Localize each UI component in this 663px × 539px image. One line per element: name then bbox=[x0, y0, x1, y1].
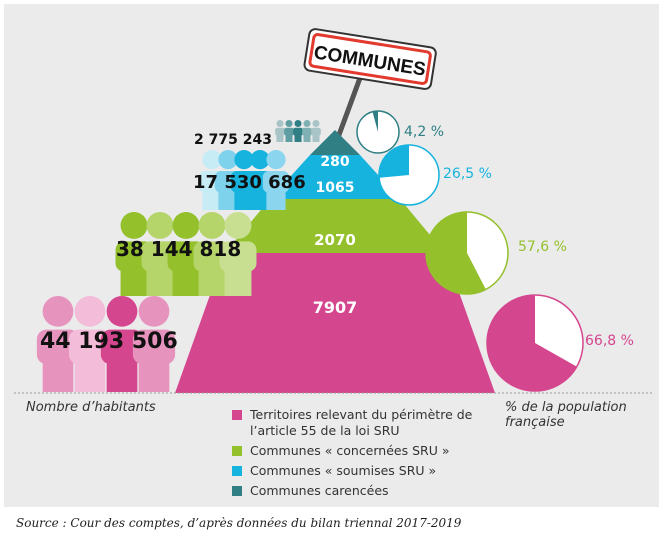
legend-label-territoires: Territoires relevant du périmètre de l’a… bbox=[250, 407, 473, 438]
pie-slice-concernees bbox=[425, 212, 486, 294]
pyramid-level-carencees bbox=[310, 130, 360, 155]
legend-swatch-concernees bbox=[232, 446, 242, 456]
legend: Territoires relevant du périmètre de l’a… bbox=[232, 407, 490, 503]
person-icon-territoires-2 bbox=[68, 296, 112, 392]
percent-label-carencees: 4,2 % bbox=[404, 124, 444, 140]
population-territoires: 44 193 506 bbox=[40, 329, 178, 354]
communes-sign: COMMUNES bbox=[303, 28, 437, 90]
legend-swatch-carencees bbox=[232, 486, 242, 496]
pyramid-level-territoires bbox=[175, 253, 495, 393]
legend-item-territoires: Territoires relevant du périmètre de l’a… bbox=[232, 407, 490, 439]
right-axis-label: % de la population française bbox=[505, 400, 627, 430]
source-note: Source : Cour des comptes, d’après donné… bbox=[16, 516, 462, 530]
pie-slice-territoires bbox=[486, 295, 577, 392]
legend-item-carencees: Communes carencées bbox=[232, 483, 490, 499]
percent-label-territoires: 66,8 % bbox=[585, 333, 634, 349]
person-icon-concernees-5 bbox=[219, 212, 257, 296]
left-axis-label: Nombre d’habitants bbox=[26, 400, 156, 415]
people-icons-territoires bbox=[36, 296, 176, 392]
person-icon-carencees-2 bbox=[284, 120, 294, 142]
legend-swatch-territoires bbox=[232, 410, 242, 420]
person-icon-territoires-3 bbox=[100, 296, 144, 392]
pie-slice-soumises bbox=[379, 145, 409, 178]
legend-item-concernees: Communes « concernées SRU » bbox=[232, 443, 490, 459]
population-soumises: 17 530 686 bbox=[193, 172, 306, 193]
pyramid-count-territoires: 7907 bbox=[313, 298, 358, 317]
pyramid: 280 1065 2070 7907 bbox=[175, 130, 495, 393]
pyramid-count-concernees: 2070 bbox=[314, 231, 356, 249]
person-icon-carencees-3 bbox=[293, 120, 303, 142]
sign-post bbox=[333, 77, 363, 144]
people-icons-concernees bbox=[115, 212, 257, 296]
percent-label-concernees: 57,6 % bbox=[518, 239, 567, 255]
pyramid-level-soumises bbox=[270, 155, 400, 199]
people-icons-soumises bbox=[198, 150, 290, 210]
pyramid-count-soumises: 1065 bbox=[316, 180, 355, 196]
legend-label-carencees: Communes carencées bbox=[250, 483, 389, 498]
legend-label-soumises: Communes « soumises SRU » bbox=[250, 463, 437, 478]
legend-label-concernees: Communes « concernées SRU » bbox=[250, 443, 450, 458]
person-icon-territoires-4 bbox=[132, 296, 176, 392]
percentage-pies bbox=[356, 110, 584, 392]
pie-slice-carencees bbox=[372, 111, 378, 132]
pyramid-count-carencees: 280 bbox=[320, 154, 349, 170]
legend-swatch-soumises bbox=[232, 466, 242, 476]
person-icon-soumises-5 bbox=[262, 150, 290, 210]
legend-item-soumises: Communes « soumises SRU » bbox=[232, 463, 490, 479]
pyramid-level-concernees bbox=[225, 199, 445, 253]
population-carencees: 2 775 243 bbox=[194, 132, 272, 148]
person-icon-carencees-1 bbox=[275, 120, 285, 142]
person-icon-carencees-5 bbox=[311, 120, 321, 142]
people-icons bbox=[36, 120, 321, 392]
person-icon-carencees-4 bbox=[302, 120, 312, 142]
population-concernees: 38 144 818 bbox=[116, 237, 241, 261]
percent-label-soumises: 26,5 % bbox=[443, 166, 492, 182]
people-icons-carencees bbox=[275, 120, 321, 142]
person-icon-territoires-1 bbox=[36, 296, 80, 392]
